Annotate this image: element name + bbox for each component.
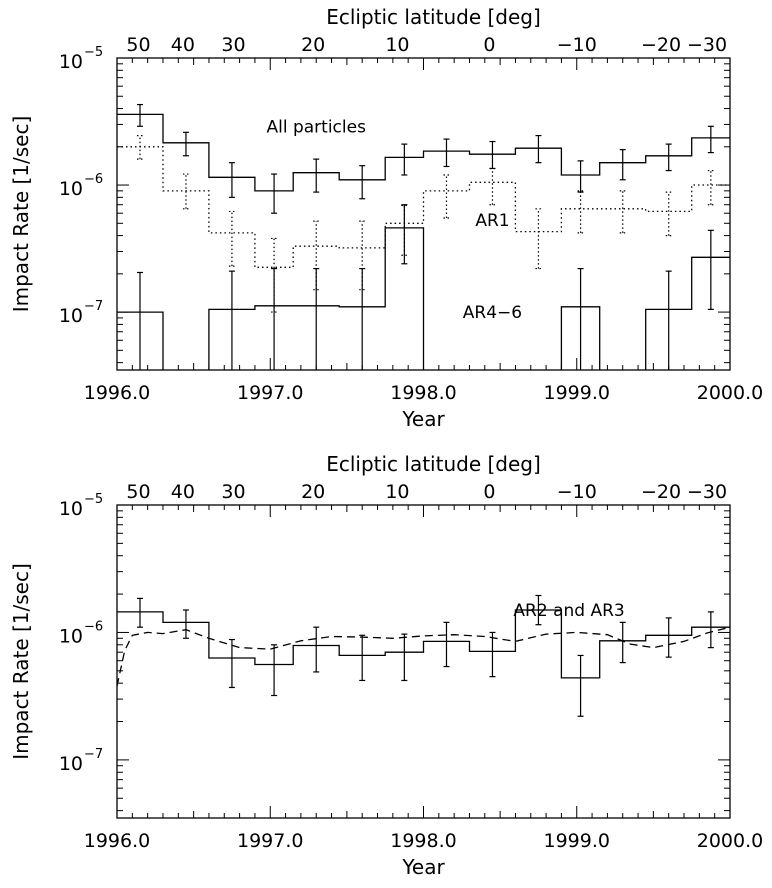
y-axis-title: Impact Rate [1/sec] xyxy=(9,116,33,313)
x2-tick-label: 20 xyxy=(301,34,325,56)
y-tick-label-base: 10 xyxy=(59,498,83,520)
x2-tick-label: 30 xyxy=(221,34,245,56)
x-tick-label: 1996.0 xyxy=(84,830,150,852)
x2-tick-label: −20 xyxy=(641,34,681,56)
y-tick-label-base: 10 xyxy=(59,305,83,327)
y-tick-label-base: 10 xyxy=(59,178,83,200)
x2-tick-label: 30 xyxy=(221,481,245,503)
x2-tick-label: −10 xyxy=(557,481,597,503)
x-tick-label: 1999.0 xyxy=(544,382,610,404)
y-tick-label-base: 10 xyxy=(59,51,83,73)
x2-tick-label: 40 xyxy=(171,481,195,503)
series-0-histogram xyxy=(117,113,730,192)
x-axis-title: Year xyxy=(401,855,445,879)
top-panel: 1996.0 1997.0 1998.0 1999.0 2000.0 50 40 30 20 10… xyxy=(9,5,763,431)
plot-frame xyxy=(116,504,731,819)
y-tick-label-exponent: −5 xyxy=(84,492,103,507)
y-tick-label-exponent: −6 xyxy=(84,619,103,634)
series-2-histogram xyxy=(117,227,730,370)
x-tick-label: 2000.0 xyxy=(697,382,763,404)
x-tick-label: 1998.0 xyxy=(390,830,456,852)
annotation-label: AR2 and AR3 xyxy=(513,601,624,621)
x-tick-label: 1996.0 xyxy=(84,382,150,404)
y-tick-label-exponent: −7 xyxy=(84,747,103,762)
x-axis-title: Year xyxy=(401,407,445,431)
y-tick-label-base: 10 xyxy=(59,753,83,775)
x-tick-label: 1999.0 xyxy=(544,830,610,852)
x2-tick-label: 0 xyxy=(483,34,495,56)
y-axis-title: Impact Rate [1/sec] xyxy=(9,563,33,760)
x2-axis-title: Ecliptic latitude [deg] xyxy=(326,5,541,29)
y-tick-label-exponent: −7 xyxy=(84,299,103,314)
y-tick-label-exponent: −6 xyxy=(84,172,103,187)
series-1-model-curve xyxy=(117,626,730,687)
annotation-label: AR4−6 xyxy=(463,303,522,323)
x2-tick-label: 10 xyxy=(385,481,409,503)
plot-data xyxy=(117,594,730,717)
x2-tick-label: 20 xyxy=(301,481,325,503)
plot-data xyxy=(117,103,730,370)
x2-axis-title: Ecliptic latitude [deg] xyxy=(326,452,541,476)
y-tick-label-exponent: −5 xyxy=(84,45,103,60)
x-tick-label: 1997.0 xyxy=(237,382,303,404)
annotation-label: AR1 xyxy=(475,211,509,231)
annotation-label: All particles xyxy=(266,117,366,137)
y-tick-label-base: 10 xyxy=(59,625,83,647)
series-0-histogram xyxy=(117,609,730,679)
x-tick-label: 2000.0 xyxy=(697,830,763,852)
x2-tick-label: −20 xyxy=(641,481,681,503)
x2-tick-label: 10 xyxy=(385,34,409,56)
x2-tick-label: 50 xyxy=(126,481,150,503)
x2-tick-label: 0 xyxy=(483,481,495,503)
bottom-panel: 1996.0 1997.0 1998.0 1999.0 2000.0 50 40 30 20 10… xyxy=(9,452,763,879)
x2-tick-label: −30 xyxy=(687,34,727,56)
x2-tick-label: −30 xyxy=(687,481,727,503)
x2-tick-label: −10 xyxy=(557,34,597,56)
x2-tick-label: 50 xyxy=(126,34,150,56)
x-tick-label: 1998.0 xyxy=(390,382,456,404)
x-tick-label: 1997.0 xyxy=(237,830,303,852)
x2-tick-label: 40 xyxy=(171,34,195,56)
